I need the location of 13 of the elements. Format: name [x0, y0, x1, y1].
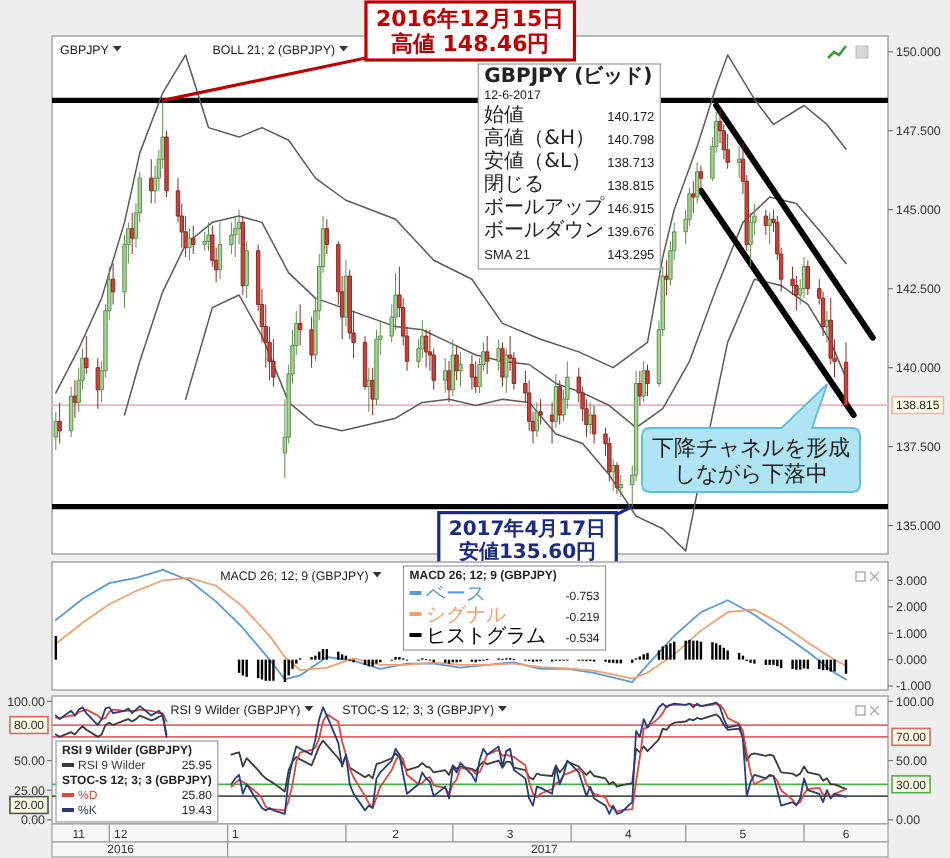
annotation: GBPJPY (ビッド): [484, 64, 653, 88]
annotation: 安値（&L）: [484, 149, 592, 173]
annotation: ボールダウン: [484, 218, 605, 242]
annotation: 2017年4月17日安値135.60円: [448, 516, 607, 564]
legend-label: シグナル: [425, 605, 506, 627]
annotation: ボールアップ: [484, 195, 607, 219]
legend-label: ヒストグラム: [425, 626, 546, 648]
annotation: 高値（&H）: [484, 126, 596, 150]
annotation: 始値: [484, 103, 525, 127]
annotation: 閉じる: [484, 174, 545, 196]
legend-label: ベース: [425, 584, 486, 606]
annotation: 2016年12月15日高値 148.46円: [375, 6, 565, 57]
annotation: 下降チャネルを形成しながら下落中: [652, 435, 850, 487]
